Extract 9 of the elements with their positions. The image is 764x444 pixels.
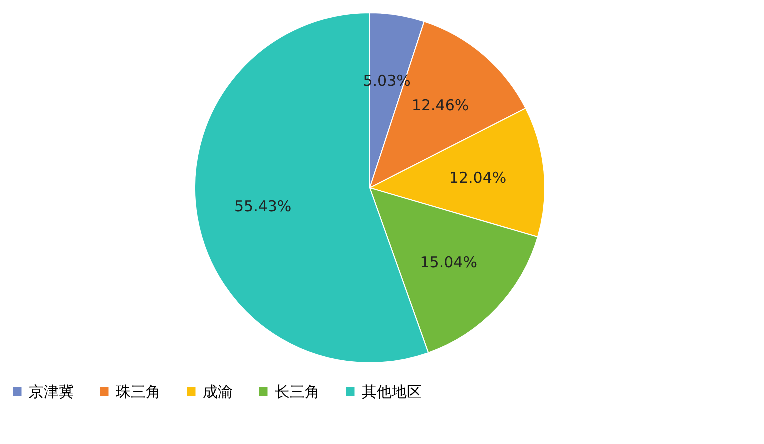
data-label: 15.04%: [420, 254, 478, 272]
legend-label: 珠三角: [116, 382, 161, 401]
legend-label: 长三角: [275, 382, 320, 401]
data-label: 12.04%: [449, 168, 507, 187]
data-label: 12.46%: [412, 96, 470, 115]
legend-label: 京津冀: [29, 382, 74, 401]
legend-label: 其他地区: [362, 382, 422, 401]
legend-label: 成渝: [203, 382, 233, 401]
data-label: 55.43%: [234, 197, 292, 216]
